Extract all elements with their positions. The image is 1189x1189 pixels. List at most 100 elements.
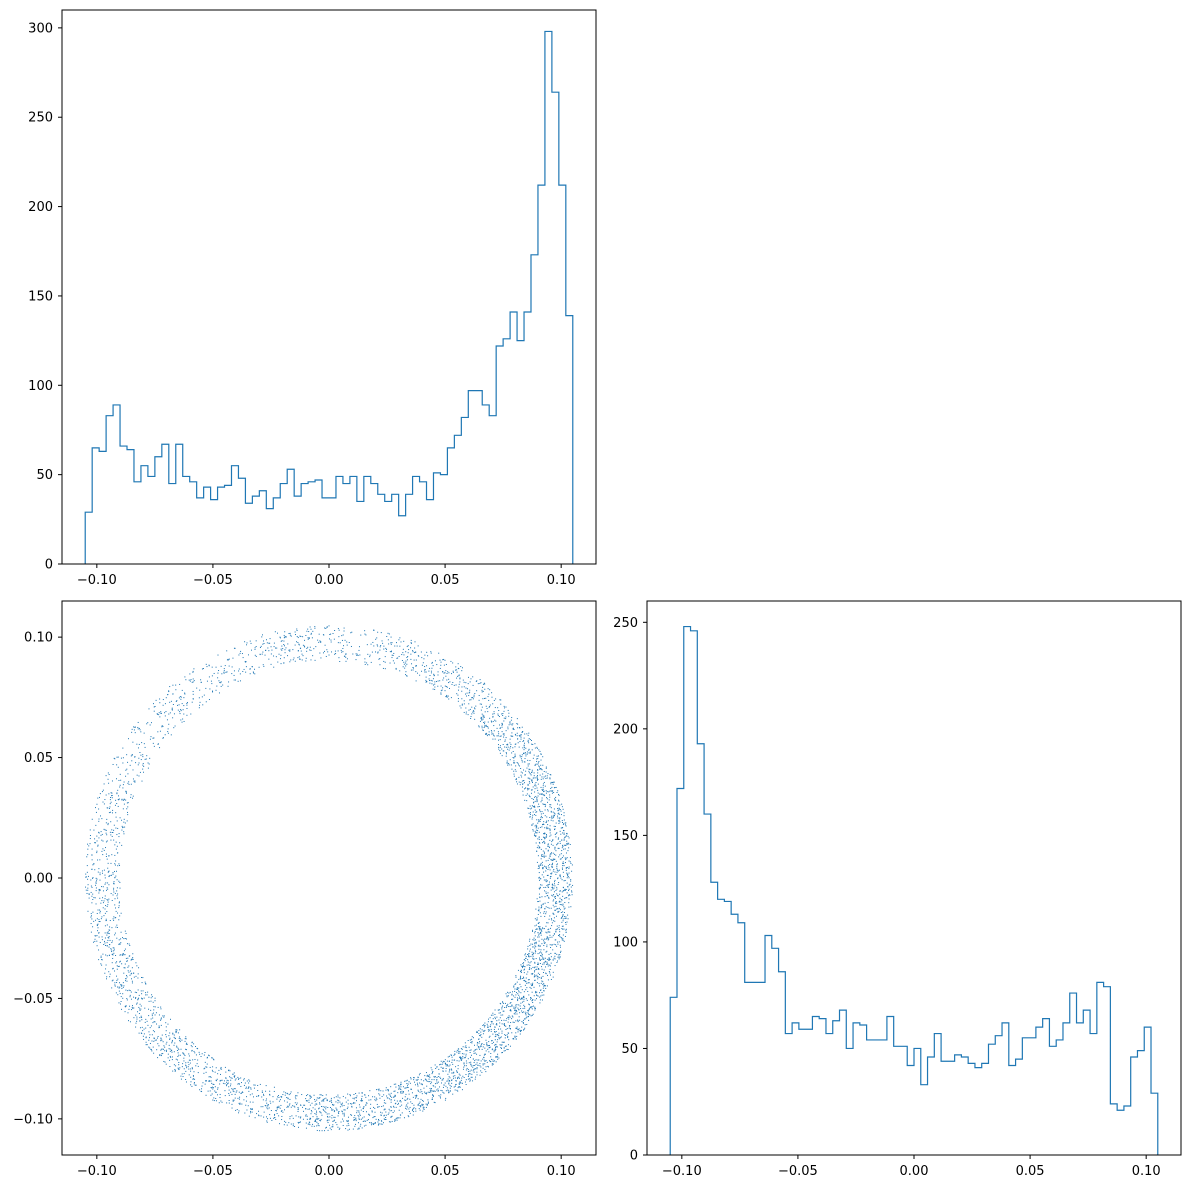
scatter-point bbox=[318, 633, 320, 635]
scatter-point bbox=[141, 977, 143, 978]
scatter-point bbox=[124, 826, 126, 828]
scatter-point bbox=[91, 895, 93, 897]
scatter-point bbox=[299, 1117, 301, 1119]
scatter-point bbox=[438, 652, 440, 654]
scatter-point bbox=[322, 652, 324, 654]
scatter-point bbox=[278, 1107, 280, 1108]
scatter-point bbox=[337, 1099, 339, 1101]
scatter-point bbox=[190, 1068, 192, 1070]
scatter-point bbox=[437, 1076, 439, 1078]
scatter-point bbox=[511, 717, 513, 719]
scatter-point bbox=[462, 1075, 464, 1077]
scatter-point bbox=[570, 879, 572, 881]
scatter-point bbox=[507, 709, 509, 711]
scatter-point bbox=[260, 1106, 262, 1108]
scatter-point bbox=[96, 925, 98, 927]
scatter-point bbox=[546, 826, 548, 828]
scatter-point bbox=[280, 1104, 282, 1106]
scatter-point bbox=[250, 1110, 252, 1112]
scatter-point bbox=[194, 1052, 196, 1054]
scatter-point bbox=[474, 1064, 476, 1066]
scatter-point bbox=[564, 822, 566, 824]
scatter-point bbox=[562, 938, 564, 940]
scatter-point bbox=[300, 650, 302, 652]
scatter-point bbox=[534, 966, 536, 968]
scatter-point bbox=[537, 978, 539, 980]
scatter-point bbox=[456, 1051, 458, 1053]
scatter-point bbox=[399, 1114, 401, 1116]
scatter-point bbox=[491, 1058, 493, 1060]
scatter-point bbox=[129, 1021, 131, 1023]
scatter-point bbox=[256, 1095, 258, 1097]
scatter-point bbox=[121, 985, 123, 987]
scatter-point bbox=[541, 943, 543, 945]
scatter-point bbox=[398, 1088, 400, 1090]
scatter-point bbox=[126, 999, 128, 1001]
scatter-point bbox=[144, 758, 146, 760]
scatter-point bbox=[101, 939, 103, 941]
scatter-point bbox=[142, 762, 144, 764]
scatter-point bbox=[425, 1103, 427, 1105]
scatter-point bbox=[310, 1096, 312, 1098]
scatter-point bbox=[139, 729, 141, 731]
scatter-point bbox=[381, 1112, 383, 1114]
scatter-point bbox=[314, 1099, 316, 1101]
scatter-point bbox=[562, 920, 564, 922]
scatter-point bbox=[180, 1048, 182, 1050]
scatter-point bbox=[245, 1100, 247, 1102]
scatter-point bbox=[565, 931, 567, 933]
scatter-point bbox=[541, 797, 543, 799]
scatter-point bbox=[521, 997, 523, 999]
scatter-point bbox=[459, 1052, 461, 1054]
scatter-point bbox=[550, 834, 552, 836]
scatter-point bbox=[114, 932, 116, 934]
scatter-point bbox=[263, 1094, 265, 1096]
scatter-point bbox=[141, 993, 143, 995]
scatter-point bbox=[511, 732, 513, 734]
scatter-point bbox=[399, 637, 401, 639]
scatter-point bbox=[232, 1100, 234, 1102]
scatter-point bbox=[115, 992, 117, 994]
scatter-point bbox=[549, 817, 551, 819]
scatter-point bbox=[314, 659, 316, 661]
scatter-point bbox=[92, 877, 94, 879]
scatter-point bbox=[518, 978, 520, 980]
scatter-point bbox=[488, 731, 490, 733]
scatter-point bbox=[547, 869, 549, 870]
scatter-point bbox=[564, 836, 566, 838]
scatter-point bbox=[114, 870, 116, 872]
scatter-point bbox=[100, 834, 102, 836]
scatter-point bbox=[534, 943, 536, 945]
scatter-point bbox=[424, 1092, 426, 1094]
scatter-point bbox=[273, 1090, 275, 1092]
scatter-point bbox=[170, 700, 172, 702]
scatter-point bbox=[453, 1086, 455, 1088]
scatter-point bbox=[231, 1103, 233, 1105]
scatter-point bbox=[488, 1036, 490, 1038]
scatter-point bbox=[215, 1100, 217, 1102]
scatter-point bbox=[382, 1105, 384, 1107]
scatter-point bbox=[316, 1110, 317, 1112]
scatter-point bbox=[562, 886, 564, 888]
scatter-point bbox=[401, 654, 403, 656]
scatter-point bbox=[150, 997, 152, 999]
scatter-point bbox=[429, 1091, 431, 1093]
scatter-point bbox=[178, 1054, 180, 1056]
scatter-point bbox=[511, 993, 513, 995]
scatter-point bbox=[531, 1014, 533, 1016]
scatter-point bbox=[549, 804, 551, 806]
scatter-point bbox=[111, 942, 113, 944]
scatter-point bbox=[125, 769, 127, 771]
scatter-point bbox=[548, 867, 550, 869]
scatter-point bbox=[101, 833, 103, 835]
scatter-point bbox=[244, 1112, 246, 1114]
scatter-point bbox=[105, 964, 107, 966]
scatter-point bbox=[164, 703, 166, 705]
scatter-point bbox=[133, 1017, 135, 1019]
scatter-point bbox=[345, 656, 347, 658]
scatter-point bbox=[563, 833, 565, 835]
scatter-point bbox=[294, 634, 296, 636]
scatter-point bbox=[150, 736, 152, 738]
scatter-point bbox=[515, 778, 517, 780]
scatter-point bbox=[326, 1120, 328, 1122]
